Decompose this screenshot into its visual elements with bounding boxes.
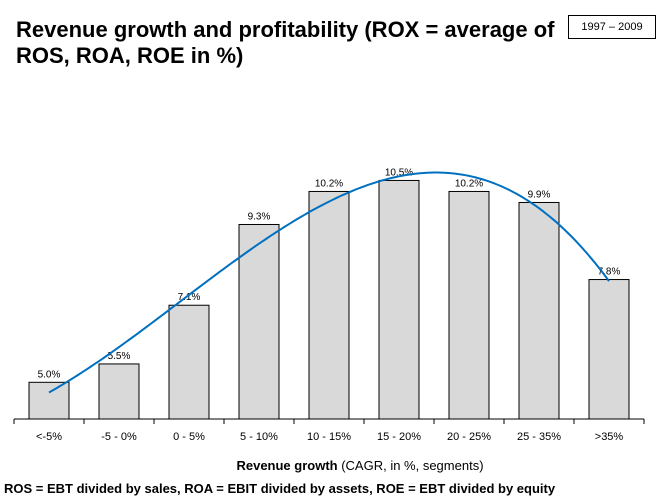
data-label: 9.9% bbox=[528, 189, 551, 200]
data-label: 10.2% bbox=[455, 178, 483, 189]
chart-title: Revenue growth and profitability (ROX = … bbox=[16, 17, 555, 68]
trendline bbox=[48, 171, 610, 394]
period-badge: 1997 – 2009 bbox=[568, 15, 656, 39]
x-tick-label: 0 - 5% bbox=[173, 431, 205, 443]
x-tick-label: 15 - 20% bbox=[377, 431, 421, 443]
bar bbox=[168, 304, 210, 420]
x-axis-label: Revenue growth (CAGR, in %, segments) bbox=[0, 458, 668, 473]
data-label: 9.3% bbox=[248, 211, 271, 222]
x-axis-label-rest: (CAGR, in %, segments) bbox=[337, 458, 484, 473]
data-label: 10.2% bbox=[315, 178, 343, 189]
data-label: 7.1% bbox=[178, 292, 201, 303]
x-tick-label: 5 - 10% bbox=[240, 431, 278, 443]
x-axis-label-bold: Revenue growth bbox=[236, 458, 338, 473]
x-tick-label: -5 - 0% bbox=[101, 431, 137, 443]
x-tick-label: >35% bbox=[595, 431, 624, 443]
footnote: ROS = EBT divided by sales, ROA = EBIT d… bbox=[4, 481, 556, 496]
bar bbox=[518, 201, 560, 420]
x-tick-label: <-5% bbox=[36, 431, 62, 443]
data-label: 5.0% bbox=[38, 369, 61, 380]
bar bbox=[308, 190, 350, 420]
x-tick-label: 20 - 25% bbox=[447, 431, 491, 443]
data-label: 5.5% bbox=[108, 351, 131, 362]
bar bbox=[28, 381, 70, 420]
bar bbox=[98, 363, 140, 420]
bar bbox=[448, 190, 490, 420]
bar bbox=[238, 223, 280, 420]
x-tick-label: 25 - 35% bbox=[517, 431, 561, 443]
bar bbox=[378, 179, 420, 420]
x-tick-label: 10 - 15% bbox=[307, 431, 351, 443]
data-label: 7.8% bbox=[598, 267, 621, 278]
data-label: 10.5% bbox=[385, 167, 413, 178]
bar bbox=[588, 279, 630, 420]
